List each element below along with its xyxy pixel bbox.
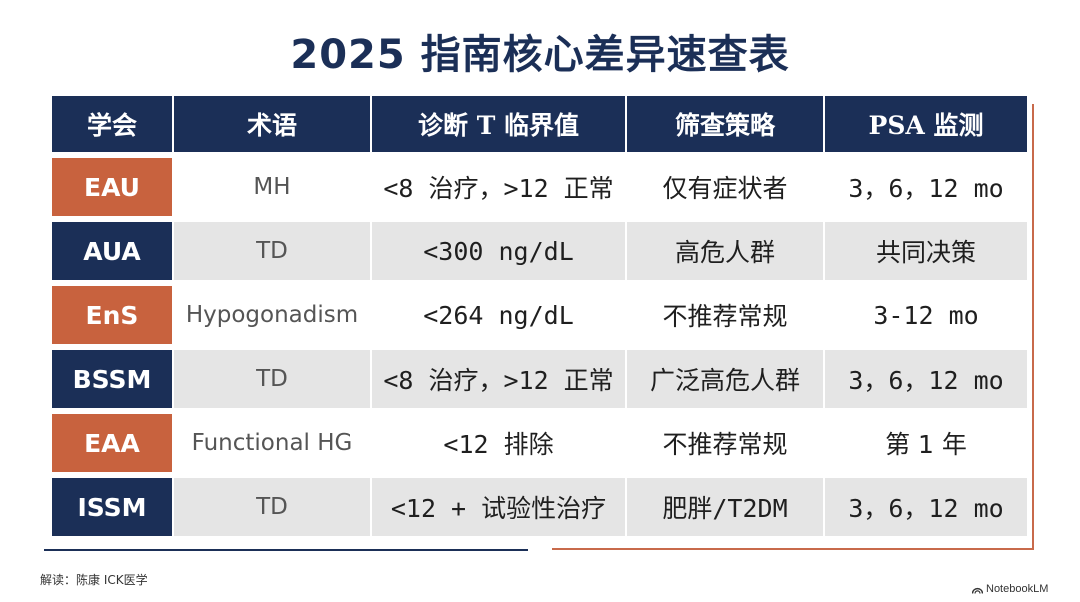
screening-cell: 不推荐常规 [627, 408, 825, 472]
term-cell: MH [174, 152, 372, 216]
header-term: 术语 [174, 96, 372, 152]
page-title: 2025 指南核心差异速查表 [290, 32, 790, 78]
header-psa-monitoring: PSA 监测 [825, 96, 1027, 152]
threshold-cell: <12 + 试验性治疗 [372, 472, 627, 536]
society-cell: BSSM [52, 344, 174, 408]
table-row: EnS Hypogonadism <264 ng/dL 不推荐常规 3-12 m… [52, 280, 1027, 344]
threshold-cell: <300 ng/dL [372, 216, 627, 280]
screening-cell: 广泛高危人群 [627, 344, 825, 408]
term-cell: Functional HG [174, 408, 372, 472]
header-society: 学会 [52, 96, 174, 152]
screening-cell: 高危人群 [627, 216, 825, 280]
society-cell: ISSM [52, 472, 174, 536]
guideline-comparison-table: 学会 术语 诊断 T 临界值 筛查策略 PSA 监测 EAU MH <8 治疗，… [52, 96, 1027, 536]
society-cell: AUA [52, 216, 174, 280]
term-cell: TD [174, 344, 372, 408]
decorative-frame-left [44, 102, 528, 551]
threshold-cell: <8 治疗，>12 正常 [372, 344, 627, 408]
psa-cell: 3，6，12 mo [825, 152, 1027, 216]
table-row: EAU MH <8 治疗，>12 正常 仅有症状者 3，6，12 mo [52, 152, 1027, 216]
decorative-frame-right [552, 104, 1034, 550]
table-row: AUA TD <300 ng/dL 高危人群 共同决策 [52, 216, 1027, 280]
table-row: BSSM TD <8 治疗，>12 正常 广泛高危人群 3，6，12 mo [52, 344, 1027, 408]
header-diagnostic-threshold: 诊断 T 临界值 [372, 96, 627, 152]
term-cell: Hypogonadism [174, 280, 372, 344]
society-cell: EAA [52, 408, 174, 472]
header-screening-strategy: 筛查策略 [627, 96, 825, 152]
society-cell: EAU [52, 152, 174, 216]
psa-cell: 3-12 mo [825, 280, 1027, 344]
psa-cell: 第 1 年 [825, 408, 1027, 472]
threshold-cell: <264 ng/dL [372, 280, 627, 344]
screening-cell: 仅有症状者 [627, 152, 825, 216]
term-cell: TD [174, 216, 372, 280]
credit-text: 解读：陈康 ICK医学 [40, 573, 148, 587]
threshold-cell: <8 治疗，>12 正常 [372, 152, 627, 216]
term-cell: TD [174, 472, 372, 536]
threshold-cell: <12 排除 [372, 408, 627, 472]
screening-cell: 不推荐常规 [627, 280, 825, 344]
psa-cell: 3，6，12 mo [825, 344, 1027, 408]
table-row: EAA Functional HG <12 排除 不推荐常规 第 1 年 [52, 408, 1027, 472]
brand-watermark: NotebookLM [986, 583, 1049, 595]
table-row: ISSM TD <12 + 试验性治疗 肥胖/T2DM 3，6，12 mo [52, 472, 1027, 536]
notebooklm-logo-icon [972, 587, 983, 594]
table-header-row: 学会 术语 诊断 T 临界值 筛查策略 PSA 监测 [52, 96, 1027, 152]
screening-cell: 肥胖/T2DM [627, 472, 825, 536]
psa-cell: 共同决策 [825, 216, 1027, 280]
psa-cell: 3，6，12 mo [825, 472, 1027, 536]
society-cell: EnS [52, 280, 174, 344]
